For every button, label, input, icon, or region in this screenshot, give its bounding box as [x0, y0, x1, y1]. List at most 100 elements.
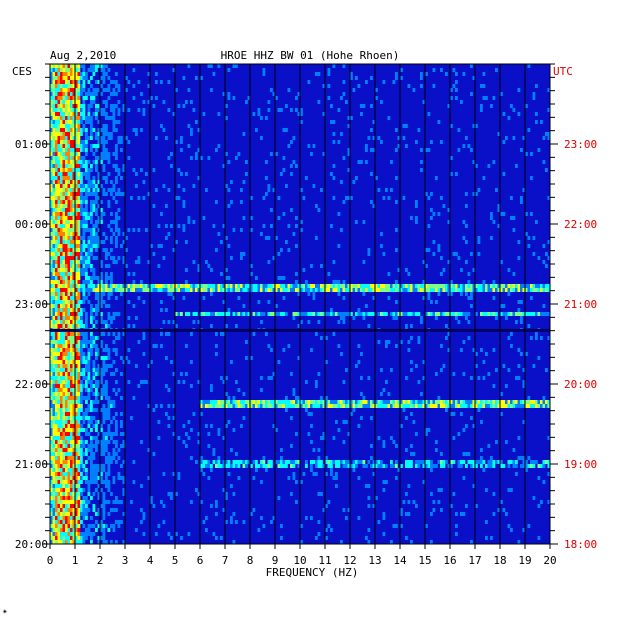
heat-cell	[425, 400, 428, 404]
heat-cell	[140, 168, 143, 172]
heat-cell	[397, 468, 401, 472]
heat-cell	[440, 140, 443, 144]
heat-cell	[67, 284, 71, 288]
heat-cell	[342, 288, 346, 292]
heat-cell	[77, 308, 81, 312]
heat-cell	[162, 256, 166, 260]
heat-cell	[67, 200, 71, 204]
heat-cell	[375, 460, 378, 464]
heat-cell	[95, 164, 98, 168]
heat-cell	[65, 364, 68, 368]
heat-cell	[85, 440, 88, 444]
heat-cell	[65, 532, 68, 536]
heat-cell	[65, 324, 68, 328]
heat-cell	[55, 496, 58, 500]
heat-cell	[337, 244, 341, 248]
heat-cell	[95, 444, 98, 448]
heat-cell	[97, 280, 101, 284]
heat-cell	[60, 488, 63, 492]
heat-cell	[277, 108, 281, 112]
heat-cell	[445, 336, 448, 340]
heat-cell	[230, 256, 233, 260]
heat-cell	[547, 288, 551, 292]
heat-cell	[317, 404, 321, 408]
heat-cell	[135, 364, 138, 368]
heat-cell	[62, 520, 66, 524]
heat-cell	[95, 296, 98, 300]
heat-cell	[92, 372, 96, 376]
heat-cell	[75, 516, 78, 520]
heat-cell	[85, 172, 88, 176]
heat-cell	[415, 216, 418, 220]
heat-cell	[67, 388, 71, 392]
heat-cell	[57, 248, 61, 252]
heat-cell	[442, 404, 446, 408]
heat-cell	[357, 284, 361, 288]
heat-cell	[227, 284, 231, 288]
heat-cell	[525, 352, 528, 356]
heat-cell	[85, 220, 88, 224]
left-tick-label: 21:00	[15, 458, 48, 471]
heat-cell	[77, 536, 81, 540]
heat-cell	[332, 164, 336, 168]
heat-cell	[65, 388, 68, 392]
heat-cell	[67, 232, 71, 236]
heat-cell	[465, 316, 468, 320]
heat-cell	[52, 160, 56, 164]
heat-cell	[210, 388, 213, 392]
heat-cell	[437, 288, 441, 292]
heat-cell	[90, 304, 93, 308]
heat-cell	[105, 284, 108, 288]
heat-cell	[392, 288, 396, 292]
heat-cell	[52, 448, 56, 452]
heat-cell	[77, 136, 81, 140]
heat-cell	[197, 492, 201, 496]
heat-cell	[70, 144, 73, 148]
heat-cell	[365, 284, 368, 288]
heat-cell	[515, 460, 518, 464]
heat-cell	[52, 500, 56, 504]
heat-cell	[62, 448, 66, 452]
heat-cell	[395, 400, 398, 404]
heat-cell	[267, 288, 271, 292]
heat-cell	[85, 452, 88, 456]
heat-cell	[75, 344, 78, 348]
heat-cell	[347, 284, 351, 288]
heat-cell	[460, 292, 463, 296]
heat-cell	[80, 428, 83, 432]
heat-cell	[312, 184, 316, 188]
heat-cell	[82, 356, 86, 360]
heat-cell	[382, 488, 386, 492]
heat-cell	[72, 504, 76, 508]
heat-cell	[462, 476, 466, 480]
heat-cell	[57, 312, 61, 316]
heat-cell	[530, 464, 533, 468]
heat-cell	[97, 172, 101, 176]
heat-cell	[82, 476, 86, 480]
heat-cell	[65, 352, 68, 356]
heat-cell	[90, 248, 93, 252]
heat-cell	[55, 508, 58, 512]
heat-cell	[142, 300, 146, 304]
heat-cell	[82, 508, 86, 512]
heat-cell	[542, 404, 546, 408]
heat-cell	[502, 400, 506, 404]
heat-cell	[425, 192, 428, 196]
heat-cell	[527, 396, 531, 400]
heat-cell	[75, 316, 78, 320]
heat-cell	[397, 268, 401, 272]
heat-cell	[55, 216, 58, 220]
heat-cell	[105, 276, 108, 280]
heat-cell	[450, 124, 453, 128]
heat-cell	[512, 400, 516, 404]
heat-cell	[412, 404, 416, 408]
heat-cell	[105, 500, 108, 504]
heat-cell	[455, 400, 458, 404]
heat-cell	[207, 444, 211, 448]
heat-cell	[252, 112, 256, 116]
heat-cell	[187, 144, 191, 148]
heat-cell	[112, 400, 116, 404]
heat-cell	[87, 408, 91, 412]
heat-cell	[110, 92, 113, 96]
heat-cell	[450, 312, 453, 316]
